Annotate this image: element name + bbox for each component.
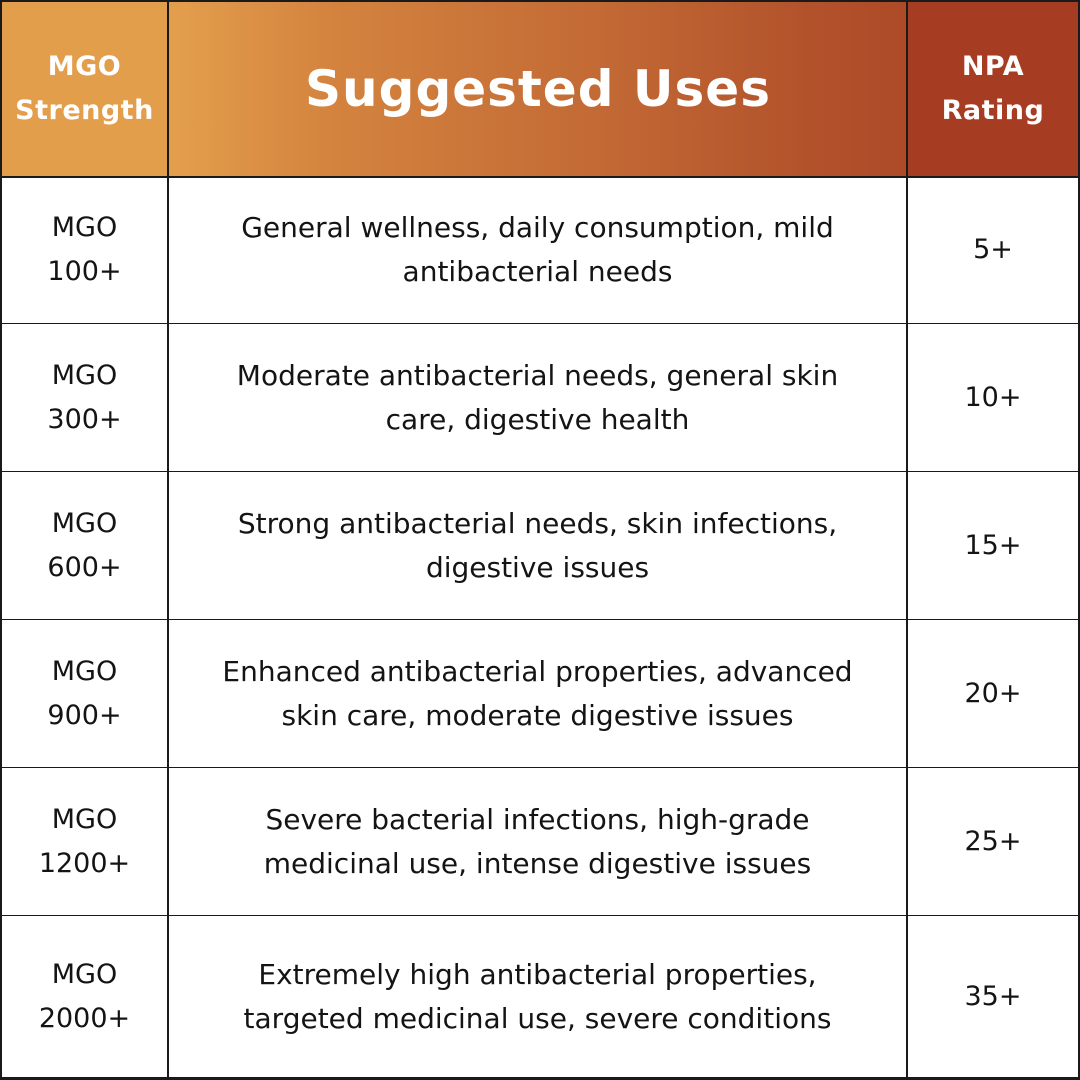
npa-value: 35+ (964, 981, 1022, 1012)
uses-line1: Enhanced antibacterial properties, advan… (222, 654, 853, 688)
table-row: MGO 1200+ Severe bacterial infections, h… (2, 768, 1078, 916)
uses-line2: care, digestive health (385, 402, 690, 436)
column-divider (167, 2, 169, 1078)
mgo-label: MGO (51, 655, 118, 687)
header-mgo-strength-line1: MGO (47, 51, 122, 82)
uses-line2: digestive issues (425, 550, 650, 584)
mgo-strength-cell: MGO 900+ (2, 620, 167, 767)
uses-line1: Extremely high antibacterial properties, (258, 957, 817, 991)
mgo-value: 600+ (47, 551, 122, 583)
table-row: MGO 600+ Strong antibacterial needs, ski… (2, 472, 1078, 620)
suggested-uses-cell: Severe bacterial infections, high-grade … (169, 768, 906, 915)
npa-rating-cell: 15+ (908, 472, 1078, 619)
npa-rating-cell: 10+ (908, 324, 1078, 471)
mgo-value: 300+ (47, 403, 122, 435)
suggested-uses-cell: Extremely high antibacterial properties,… (169, 916, 906, 1077)
mgo-value: 900+ (47, 699, 122, 731)
table-header: MGO Strength Suggested Uses NPA Rating (2, 2, 1078, 178)
column-divider (906, 2, 908, 1078)
mgo-strength-cell: MGO 1200+ (2, 768, 167, 915)
uses-line1: Severe bacterial infections, high-grade (265, 802, 810, 836)
header-mgo-strength-line2: Strength (15, 95, 154, 126)
suggested-uses-cell: Enhanced antibacterial properties, advan… (169, 620, 906, 767)
table-row: MGO 100+ General wellness, daily consump… (2, 176, 1078, 324)
table-row: MGO 300+ Moderate antibacterial needs, g… (2, 324, 1078, 472)
mgo-strength-cell: MGO 100+ (2, 176, 167, 323)
header-npa-rating: NPA Rating (908, 2, 1078, 176)
uses-line1: Strong antibacterial needs, skin infecti… (237, 506, 838, 540)
npa-rating-cell: 25+ (908, 768, 1078, 915)
uses-line2: skin care, moderate digestive issues (281, 698, 794, 732)
uses-line2: medicinal use, intense digestive issues (263, 846, 812, 880)
table-row: MGO 2000+ Extremely high antibacterial p… (2, 916, 1078, 1078)
header-npa-rating-line2: Rating (941, 95, 1045, 126)
mgo-label: MGO (51, 359, 118, 391)
table-row: MGO 900+ Enhanced antibacterial properti… (2, 620, 1078, 768)
npa-value: 25+ (964, 826, 1022, 857)
suggested-uses-cell: Strong antibacterial needs, skin infecti… (169, 472, 906, 619)
mgo-value: 2000+ (38, 1002, 131, 1034)
mgo-strength-cell: MGO 300+ (2, 324, 167, 471)
uses-line2: targeted medicinal use, severe condition… (243, 1001, 832, 1035)
uses-line1: General wellness, daily consumption, mil… (241, 210, 834, 244)
mgo-label: MGO (51, 803, 118, 835)
uses-line2: antibacterial needs (402, 254, 673, 288)
mgo-label: MGO (51, 507, 118, 539)
npa-rating-cell: 5+ (908, 176, 1078, 323)
mgo-value: 1200+ (38, 847, 131, 879)
header-suggested-uses-text: Suggested Uses (305, 60, 771, 118)
mgo-label: MGO (51, 958, 118, 990)
header-mgo-strength: MGO Strength (2, 2, 167, 176)
suggested-uses-cell: Moderate antibacterial needs, general sk… (169, 324, 906, 471)
npa-rating-cell: 20+ (908, 620, 1078, 767)
npa-rating-cell: 35+ (908, 916, 1078, 1077)
suggested-uses-cell: General wellness, daily consumption, mil… (169, 176, 906, 323)
header-npa-rating-line1: NPA (961, 51, 1025, 82)
npa-value: 10+ (964, 382, 1022, 413)
npa-value: 20+ (964, 678, 1022, 709)
mgo-value: 100+ (47, 255, 122, 287)
npa-value: 15+ (964, 530, 1022, 561)
mgo-label: MGO (51, 211, 118, 243)
mgo-strength-cell: MGO 600+ (2, 472, 167, 619)
npa-value: 5+ (973, 234, 1013, 265)
header-suggested-uses: Suggested Uses (169, 2, 907, 176)
mgo-strength-cell: MGO 2000+ (2, 916, 167, 1077)
uses-line1: Moderate antibacterial needs, general sk… (236, 358, 839, 392)
